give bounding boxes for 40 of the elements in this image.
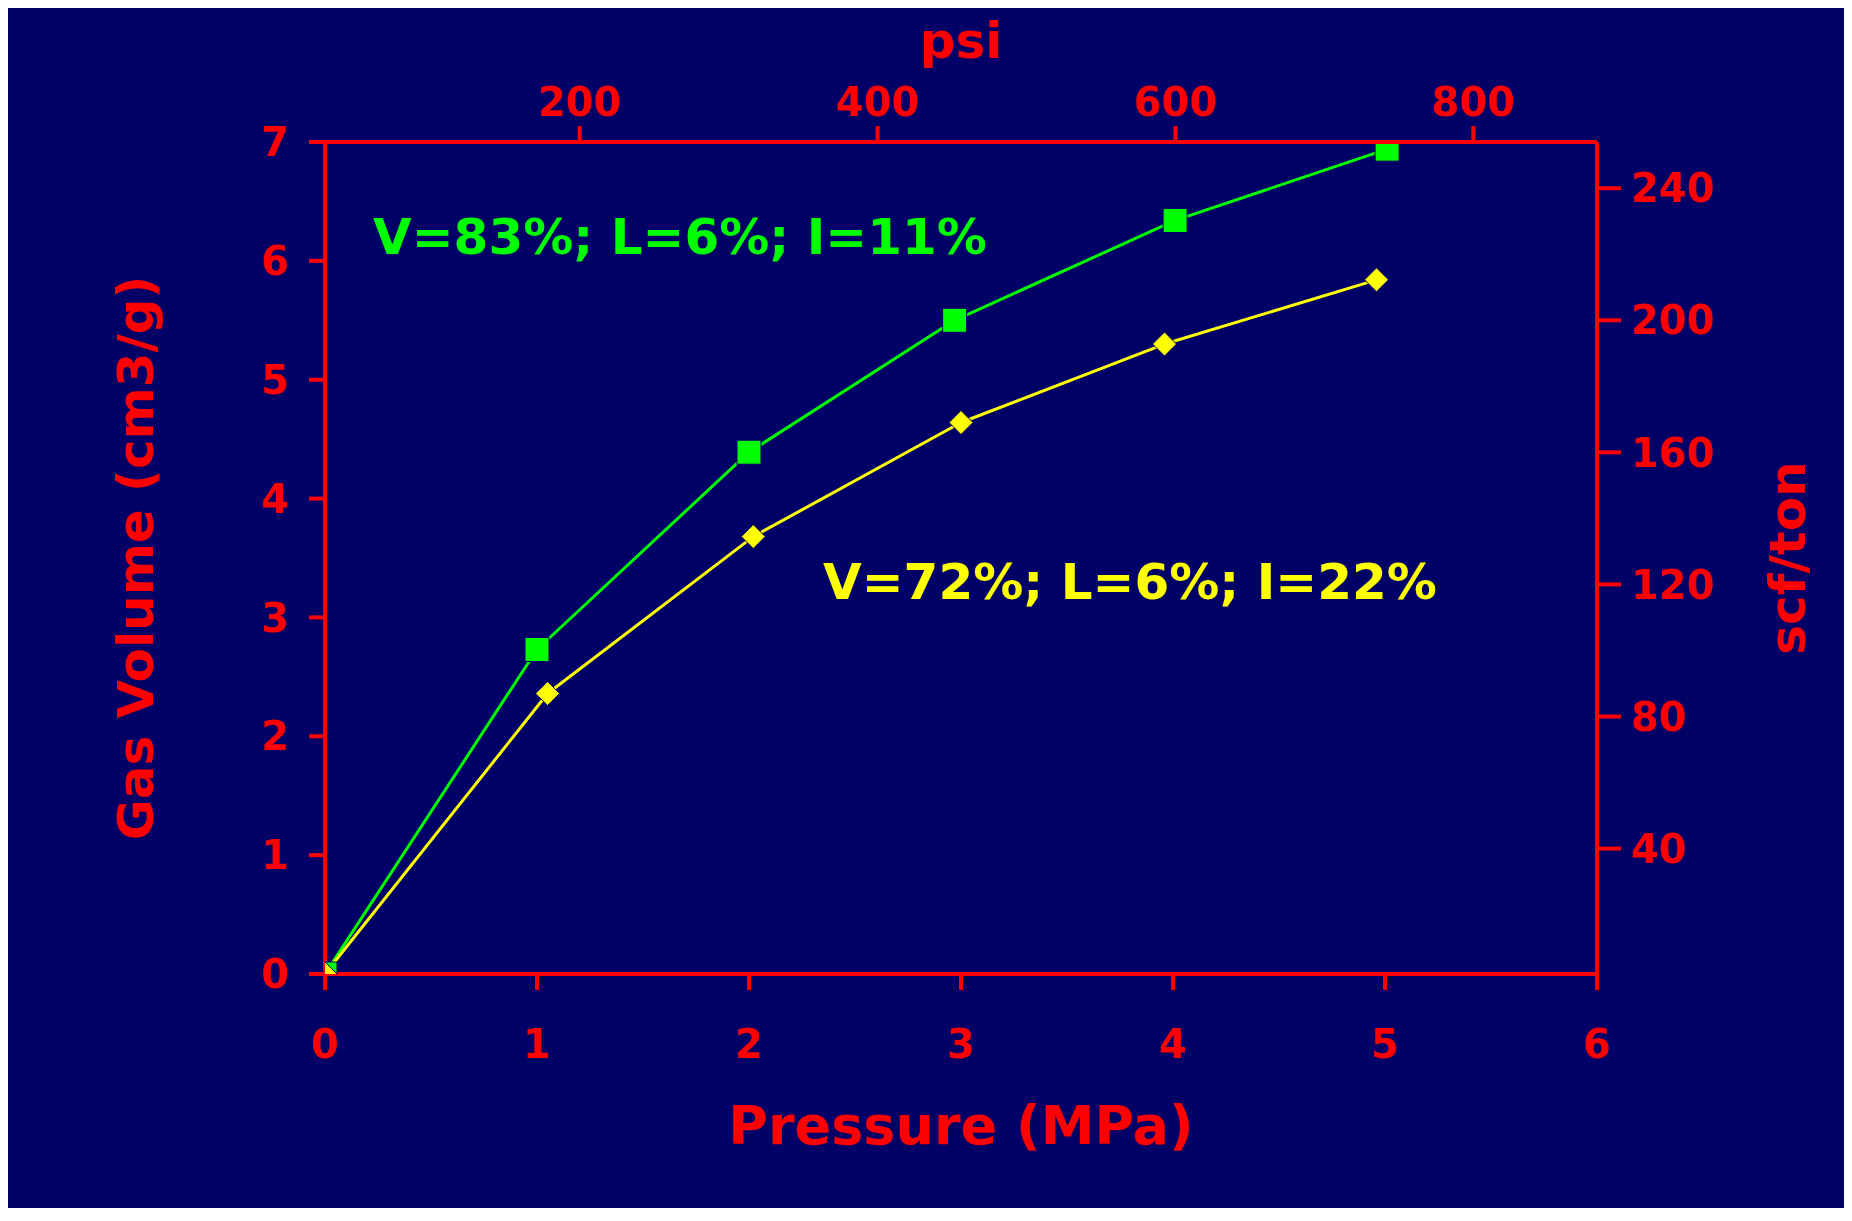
point (948, 410, 974, 435)
point (1152, 331, 1178, 357)
x2-tick-label: 200 (537, 79, 622, 125)
y-tick-label: 7 (261, 119, 289, 166)
annotation: V=83%; L=6%; I=11% (373, 208, 987, 266)
x2-tick-label: 400 (835, 79, 920, 125)
x-tick-label: 0 (311, 1021, 339, 1068)
x-tick-label: 4 (1159, 1021, 1187, 1068)
x-tick-label: 6 (1583, 1021, 1611, 1068)
y-tick-label: 0 (261, 951, 289, 998)
y-tick-label: 3 (261, 594, 289, 641)
y2-axis-title: scf/ton (1758, 461, 1817, 655)
x2-tick-label: 800 (1431, 79, 1516, 125)
y-tick-label: 6 (261, 238, 289, 285)
y2-tick-label: 240 (1631, 165, 1715, 212)
y-tick-label: 2 (261, 713, 289, 760)
y-tick-label: 1 (261, 832, 289, 879)
y-tick-label: 5 (261, 356, 289, 403)
y2-tick-label: 120 (1631, 561, 1715, 608)
x-tick-label: 3 (947, 1021, 975, 1068)
x-tick-label: 5 (1371, 1021, 1399, 1068)
point (524, 637, 550, 663)
x-tick-label: 2 (735, 1021, 763, 1068)
y-tick-label: 4 (261, 475, 289, 522)
point (1364, 267, 1390, 293)
x-axis-title: Pressure (MPa) (728, 1094, 1194, 1157)
point (942, 307, 968, 333)
point (535, 681, 561, 706)
x-tick-label: 1 (523, 1021, 551, 1068)
y2-tick-label: 160 (1631, 429, 1715, 476)
point (740, 524, 766, 550)
y2-tick-label: 40 (1631, 825, 1687, 872)
y2-tick-label: 80 (1631, 693, 1687, 740)
point (1162, 207, 1188, 233)
y-axis-title: Gas Volume (cm3/g) (106, 275, 165, 841)
x2-tick-label: 600 (1133, 79, 1218, 125)
x2-axis-title: psi (919, 12, 1003, 70)
annotation: V=72%; L=6%; I=22% (823, 553, 1437, 611)
y2-tick-label: 200 (1631, 297, 1715, 344)
point (736, 439, 762, 465)
